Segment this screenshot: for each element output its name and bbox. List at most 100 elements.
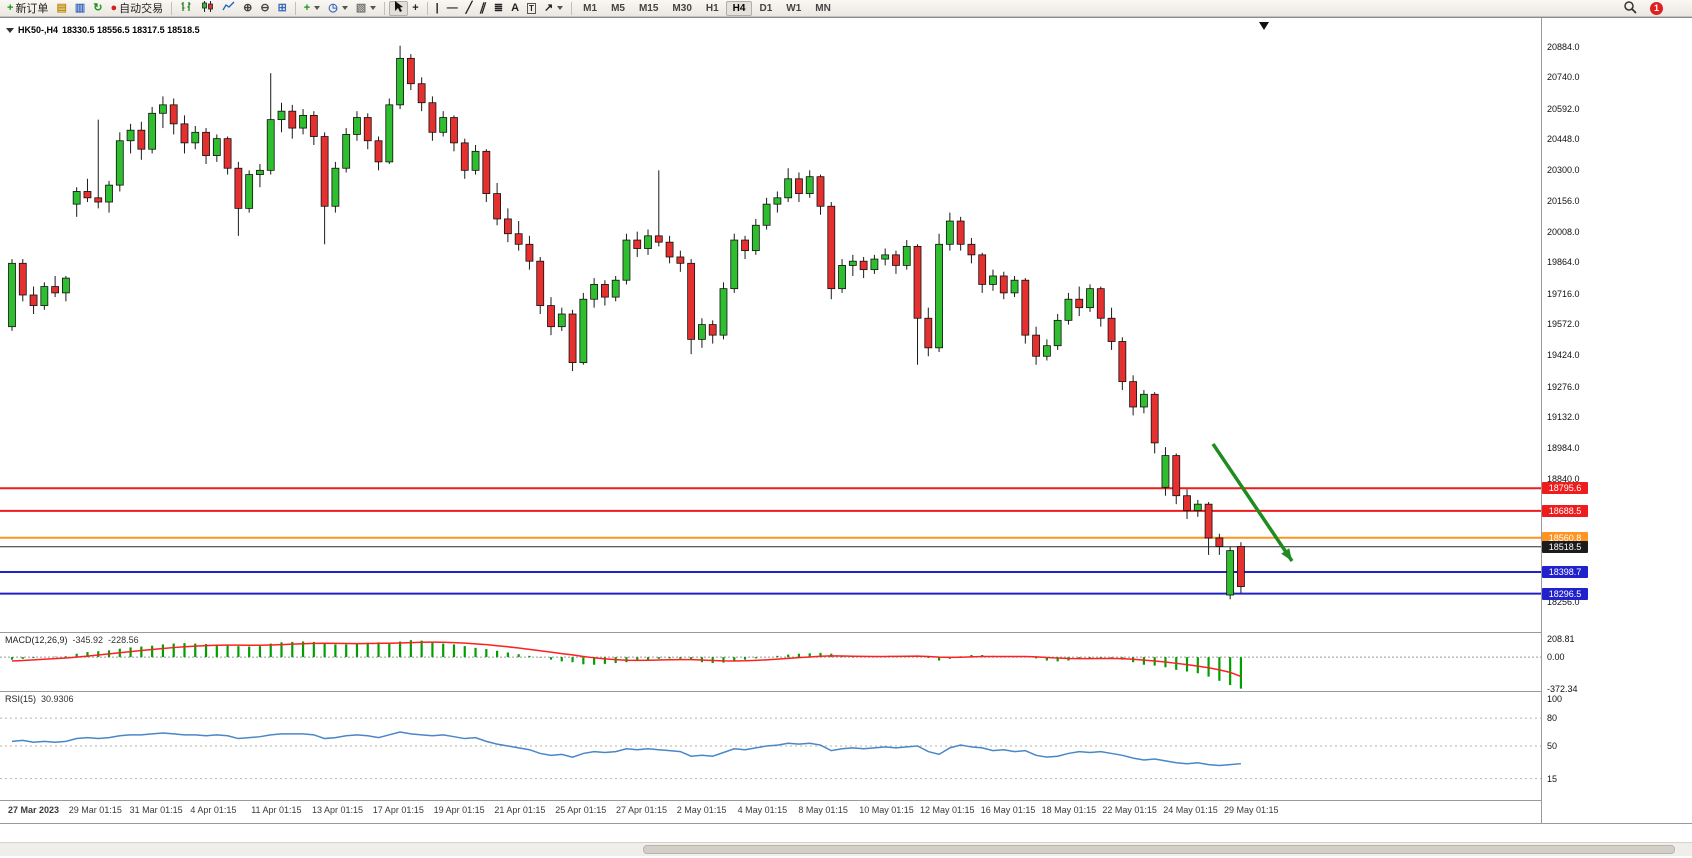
time-axis[interactable]: 27 Mar 2023 29 Mar 01:15 31 Mar 01:15 4 Apr… [0, 801, 1541, 823]
refresh-icon: ↻ [93, 1, 103, 14]
timeframe-d1[interactable]: D1 [759, 2, 773, 14]
time-label: 18 May 01:15 [1041, 805, 1097, 815]
macd-signal-value: -228.56 [108, 635, 139, 645]
price-tick: 20300.0 [1547, 165, 1580, 176]
pane-separator-3[interactable] [0, 800, 1541, 801]
pane-separator-2[interactable] [0, 691, 1541, 692]
macd-main-value: -345.92 [72, 635, 104, 645]
auto-trading-button[interactable]: ● 自动交易 [106, 1, 167, 16]
horizontal-line-icon: — [446, 1, 458, 14]
price-tick: 20448.0 [1547, 134, 1580, 145]
auto-trading-icon: ● [110, 1, 118, 14]
candles-group [8, 45, 1245, 600]
toolbar-separator [426, 1, 428, 15]
dropdown-arrow-icon [314, 6, 321, 10]
periods-button[interactable]: ◷ [324, 1, 352, 16]
time-label: 10 May 01:15 [859, 805, 914, 815]
toolbar: + 新订单 ▤ ▥ ↻ ● 自动交易 ⊕ ⊖ ⊞ + ◷ ▧ + | — ╱ ∥ ≣ A T ↗ M1 M5 M15 M30 H1… [0, 0, 1692, 17]
price-tag: 18795.6 [1542, 482, 1588, 495]
rsi-pane[interactable]: RSI(15) 30.9306 [0, 692, 1541, 800]
timeframe-m5[interactable]: M5 [611, 2, 625, 14]
timeframe-m15[interactable]: M15 [638, 2, 659, 14]
text-button[interactable]: A [507, 1, 523, 16]
line-chart-icon [222, 0, 235, 16]
time-label: 17 Apr 01:15 [372, 805, 424, 815]
price-tag: 18688.5 [1542, 504, 1588, 517]
time-label: 29 May 01:15 [1224, 805, 1279, 815]
time-label: 4 May 01:15 [737, 805, 788, 815]
timeframe-m30[interactable]: M30 [672, 2, 692, 14]
notification-badge[interactable]: 1 [1650, 1, 1663, 15]
time-label: 13 Apr 01:15 [312, 805, 364, 815]
crosshair-button[interactable]: + [408, 1, 422, 16]
dropdown-arrow-icon [370, 6, 377, 10]
dropdown-arrow-icon [557, 6, 564, 10]
timeframe-h1[interactable]: H1 [705, 2, 719, 14]
trend-arrow [1211, 442, 1294, 562]
timeframe-w1[interactable]: W1 [786, 2, 802, 14]
search-button[interactable] [1619, 0, 1641, 16]
bar-chart-icon [180, 0, 193, 16]
price-tick: 20740.0 [1547, 72, 1580, 83]
chart-marker-triangle [1259, 22, 1269, 30]
timeframe-m1[interactable]: M1 [583, 2, 598, 14]
price-chart-pane[interactable]: HK50-,H4 18330.5 18556.5 18317.5 18518.5 [0, 18, 1541, 632]
macd-chart [0, 640, 1541, 689]
time-label: 22 May 01:15 [1102, 805, 1157, 815]
market-watch-icon: ▥ [74, 1, 86, 14]
new-order-button[interactable]: + 新订单 [3, 1, 52, 16]
vertical-line-button[interactable]: | [432, 1, 443, 16]
scrollbar-thumb[interactable] [642, 845, 1676, 854]
vertical-line-icon: | [435, 1, 439, 14]
refresh-button[interactable]: ↻ [89, 1, 106, 16]
fibonacci-button[interactable]: ≣ [490, 1, 507, 16]
cursor-icon [393, 0, 404, 16]
trendline-icon: ╱ [465, 1, 473, 14]
text-icon: A [511, 1, 520, 14]
label-button[interactable]: T [523, 1, 540, 16]
toolbar-separator [171, 1, 173, 15]
rsi-chart [0, 717, 1541, 780]
tile-windows-button[interactable]: ⊞ [274, 1, 291, 16]
template-icon: ▧ [355, 1, 367, 14]
toolbar-items: + 新订单 ▤ ▥ ↻ ● 自动交易 ⊕ ⊖ ⊞ + ◷ ▧ + | — ╱ ∥ ≣ A T ↗ [3, 0, 576, 17]
macd-pane[interactable]: MACD(12,26,9) -345.92 -228.56 [0, 633, 1541, 691]
zoom-out-button[interactable]: ⊖ [256, 1, 273, 16]
rsi-label: RSI(15) 30.9306 [5, 694, 74, 704]
trendline-button[interactable]: ╱ [462, 1, 477, 16]
add-indicator-icon: + [303, 1, 311, 14]
channel-button[interactable]: ∥ [476, 1, 490, 16]
rsi-value: 30.9306 [41, 694, 74, 704]
horizontal-line-button[interactable]: — [443, 1, 462, 16]
zoom-in-button[interactable]: ⊕ [239, 1, 256, 16]
arrow-shape-icon: ↗ [543, 1, 554, 14]
candlestick-chart-button[interactable] [197, 1, 218, 16]
pane-separator-1[interactable] [0, 632, 1541, 633]
templates-button[interactable]: ▧ [352, 1, 380, 16]
window-menu-icon[interactable] [6, 27, 14, 33]
macd-name: MACD(12,26,9) [5, 635, 68, 645]
time-label: 11 Apr 01:15 [251, 805, 302, 815]
shapes-button[interactable]: ↗ [540, 1, 567, 16]
horizontal-scrollbar[interactable] [0, 842, 1692, 856]
toolbar-separator [294, 1, 296, 15]
price-tag: 18518.5 [1542, 540, 1588, 553]
price-tick: 19132.0 [1547, 412, 1580, 423]
chart-profiles-button[interactable]: ▤ [52, 1, 70, 16]
time-label: 19 Apr 01:15 [433, 805, 485, 815]
timeframe-h4[interactable]: H4 [725, 0, 753, 16]
time-label: 27 Mar 2023 [8, 805, 60, 815]
new-order-icon: + [7, 1, 14, 14]
market-watch-button[interactable]: ▥ [71, 1, 89, 16]
candlestick-chart [0, 45, 1541, 600]
macd-scale-tick: 0.00 [1547, 652, 1565, 663]
cursor-button[interactable] [389, 0, 409, 16]
line-chart-button[interactable] [218, 1, 239, 16]
indicators-button[interactable]: + [300, 1, 324, 16]
time-label: 29 Mar 01:15 [68, 805, 122, 815]
bar-chart-button[interactable] [176, 1, 197, 16]
toolbar-right: 1 [1619, 0, 1689, 16]
price-scale[interactable]: 20884.0 20740.0 20592.0 20448.0 20300.0 20156… [1541, 18, 1692, 824]
timeframe-mn[interactable]: MN [815, 2, 831, 14]
